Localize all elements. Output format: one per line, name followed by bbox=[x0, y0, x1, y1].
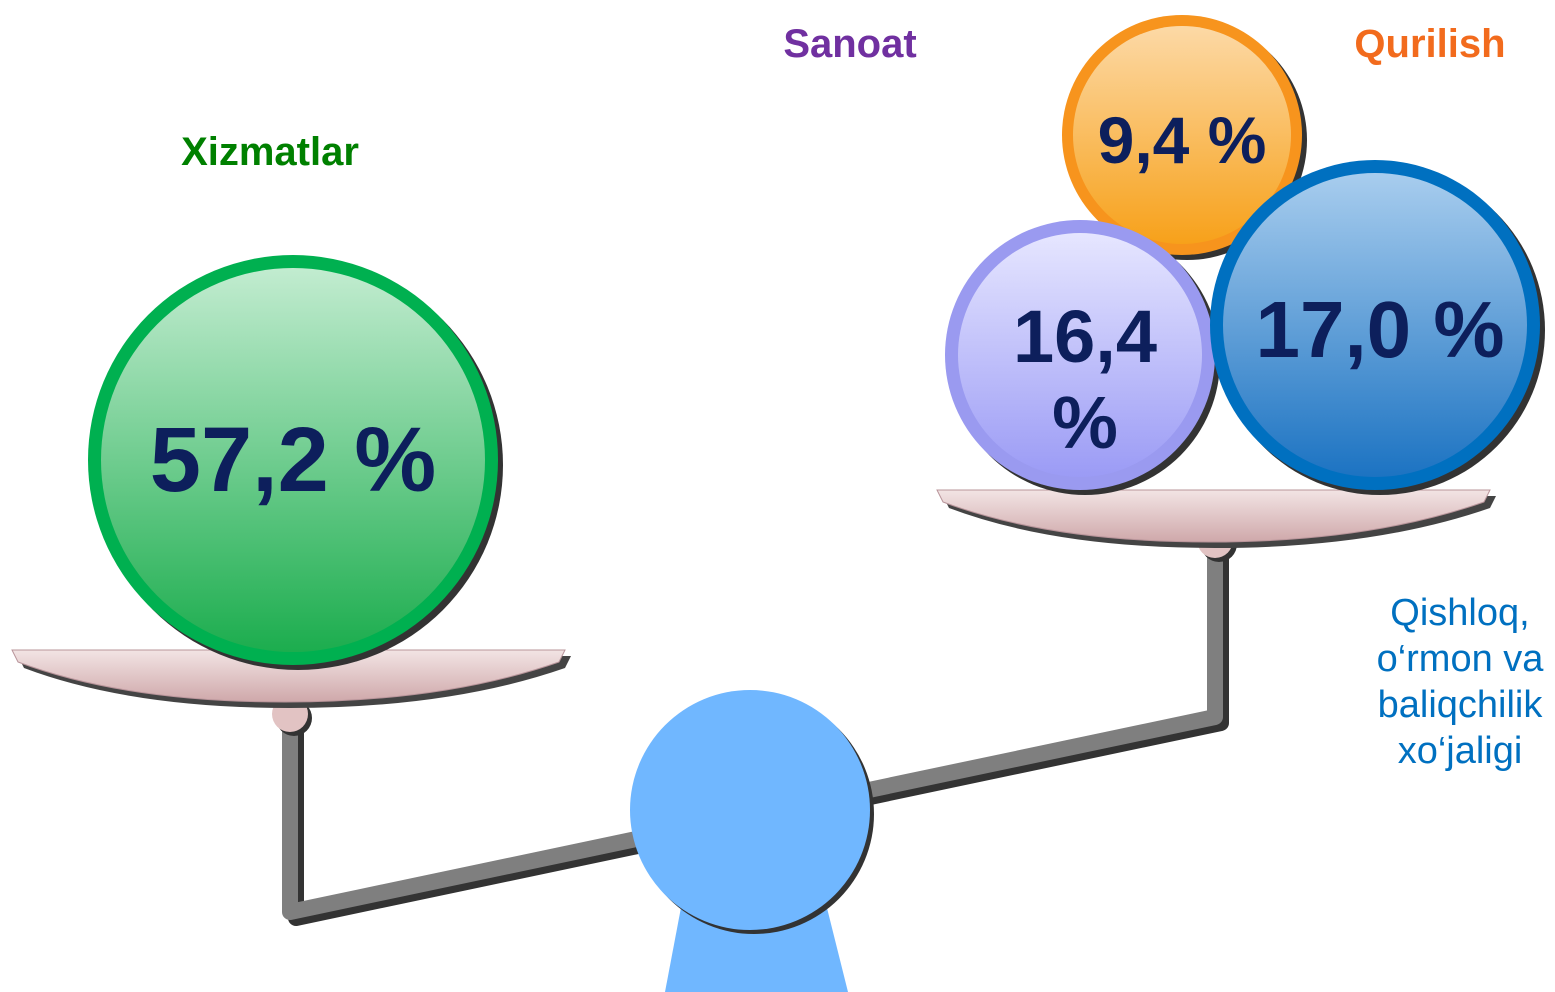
label-xizmatlar: Xizmatlar bbox=[120, 130, 420, 175]
label-qurilish: Qurilish bbox=[1280, 22, 1555, 67]
page: {"left": {"label": "Xizmatlar", "value":… bbox=[0, 0, 1555, 992]
value-sanoat: 16,4 % bbox=[1000, 285, 1170, 475]
label-sanoat: Sanoat bbox=[700, 22, 1000, 67]
fulcrum bbox=[630, 690, 874, 992]
right-pan bbox=[937, 490, 1496, 562]
label-qishloq: Qishloq, o‘rmon va baliqchilik xo‘jaligi bbox=[1355, 590, 1555, 774]
value-qurilish: 9,4 % bbox=[1072, 80, 1292, 200]
value-qishloq: 17,0 % bbox=[1235, 270, 1525, 390]
value-xizmatlar: 57,2 % bbox=[88, 360, 498, 560]
